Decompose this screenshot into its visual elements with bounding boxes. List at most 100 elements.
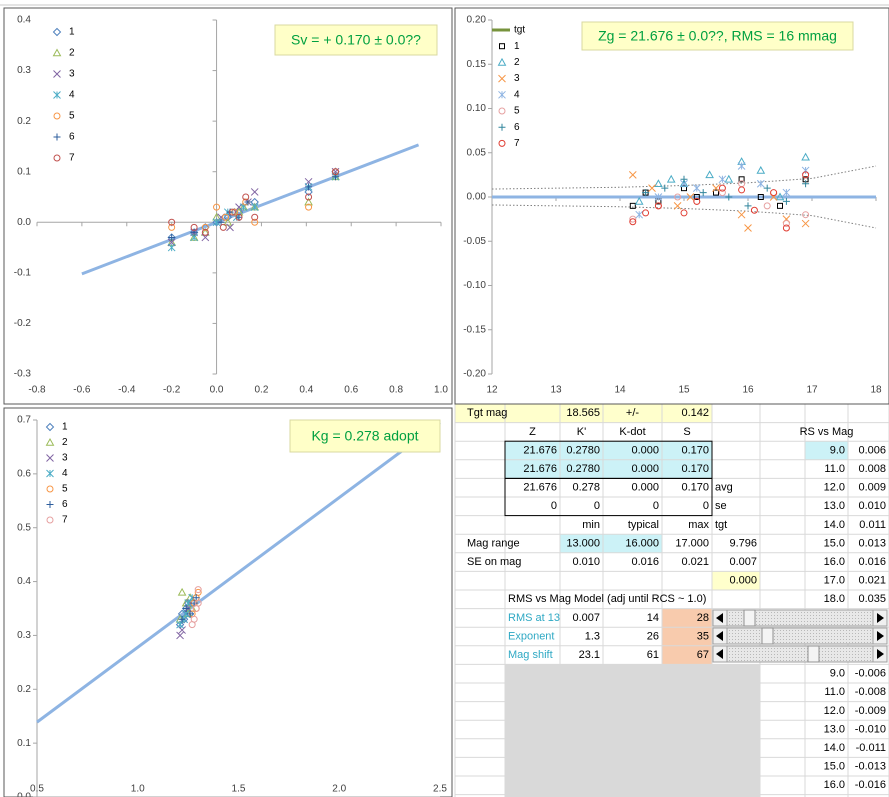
scroll-track[interactable] bbox=[712, 645, 888, 663]
cell-text: 16.0 bbox=[824, 779, 845, 791]
marker bbox=[705, 170, 714, 179]
cell-text: 11.0 bbox=[824, 463, 845, 475]
cell-text: avg bbox=[715, 482, 733, 494]
legend-marker bbox=[46, 501, 54, 508]
cell-text: min bbox=[582, 519, 600, 531]
marker bbox=[201, 233, 210, 242]
legend-marker bbox=[45, 437, 55, 446]
cell-text: 0.035 bbox=[858, 593, 886, 605]
marker bbox=[654, 202, 662, 210]
chart-frame bbox=[3, 407, 453, 797]
scroll-track[interactable] bbox=[712, 609, 888, 627]
legend-label: 6 bbox=[514, 122, 520, 133]
note-box bbox=[581, 21, 854, 51]
marker bbox=[226, 223, 234, 232]
legend-marker bbox=[497, 57, 507, 66]
x-tick-label: 2.5 bbox=[433, 784, 447, 795]
y-tick-label: -0.1 bbox=[14, 267, 32, 278]
cell-text: +/- bbox=[626, 407, 639, 419]
x-tick-label: 15 bbox=[678, 385, 690, 396]
legend-label: 5 bbox=[514, 106, 520, 117]
legend-marker bbox=[498, 139, 506, 147]
y-tick-label: -0.15 bbox=[463, 324, 486, 335]
x-tick-label: 1.5 bbox=[232, 784, 246, 795]
cell-text: K-dot bbox=[619, 426, 645, 438]
legend-marker bbox=[46, 469, 54, 478]
marker bbox=[168, 223, 176, 231]
scroll-thumb[interactable] bbox=[761, 627, 774, 645]
legend-marker bbox=[53, 91, 61, 99]
scroll-thumb[interactable] bbox=[743, 609, 756, 627]
marker bbox=[212, 218, 221, 227]
cell-text: tgt bbox=[715, 519, 727, 531]
cell-text: 13.000 bbox=[566, 537, 600, 549]
marker bbox=[629, 215, 637, 223]
cell-text: 0.000 bbox=[729, 575, 757, 587]
cell-text: 1.3 bbox=[585, 630, 600, 642]
scrollbar[interactable] bbox=[712, 609, 888, 627]
cell-fill bbox=[805, 441, 848, 460]
x-tick-label: 0.8 bbox=[389, 385, 403, 396]
cell-text: 12.0 bbox=[824, 482, 845, 494]
cell-text: Tgt mag bbox=[467, 407, 507, 419]
cell-text: -0.016 bbox=[855, 779, 886, 791]
cell-text: 12.0 bbox=[824, 705, 845, 717]
y-tick-label: -0.05 bbox=[463, 236, 486, 247]
marker bbox=[763, 202, 771, 210]
y-tick-label: 0.3 bbox=[17, 65, 31, 76]
legend-marker bbox=[52, 27, 62, 37]
x-tick-label: 17 bbox=[806, 385, 818, 396]
chart: 0.70.60.50.40.30.20.10.00.51.01.52.02.51… bbox=[3, 407, 453, 797]
cell-text: -0.010 bbox=[855, 723, 886, 735]
y-tick-label: 0.1 bbox=[17, 166, 31, 177]
x-tick-label: 0.0 bbox=[210, 385, 224, 396]
cell-text: -0.013 bbox=[855, 761, 886, 773]
scrollbar[interactable] bbox=[712, 627, 888, 645]
marker bbox=[190, 599, 198, 607]
cell-text: 16.000 bbox=[625, 537, 659, 549]
cell-text: Mag range bbox=[467, 537, 520, 549]
legend-marker bbox=[46, 516, 54, 524]
cell-text: Z bbox=[529, 426, 536, 438]
legend-label: 3 bbox=[514, 73, 520, 84]
y-tick-label: 0.7 bbox=[17, 415, 31, 426]
cell-text: 15.0 bbox=[824, 761, 845, 773]
marker bbox=[802, 211, 810, 219]
marker bbox=[219, 223, 227, 231]
y-tick-label: 0.5 bbox=[17, 522, 31, 533]
cell-text: 0.006 bbox=[858, 444, 886, 456]
cell-text: 0.000 bbox=[631, 463, 659, 475]
legend-label: 1 bbox=[62, 422, 68, 433]
marker bbox=[212, 218, 221, 227]
cell-text: 13.0 bbox=[824, 723, 845, 735]
marker bbox=[201, 223, 209, 231]
marker bbox=[167, 243, 176, 252]
marker bbox=[194, 586, 202, 594]
arrow bbox=[716, 613, 723, 623]
marker bbox=[629, 202, 636, 209]
marker bbox=[802, 180, 810, 188]
marker bbox=[756, 165, 766, 174]
cell-fill bbox=[455, 404, 712, 423]
table-box bbox=[504, 477, 713, 517]
x-tick-label: -0.4 bbox=[118, 385, 136, 396]
marker bbox=[305, 193, 313, 201]
y-tick-label: 0.0 bbox=[17, 217, 31, 228]
marker bbox=[213, 203, 221, 211]
scroll-thumb[interactable] bbox=[807, 645, 820, 663]
scrollbar[interactable] bbox=[712, 645, 888, 663]
legend-marker bbox=[53, 154, 61, 162]
marker bbox=[693, 197, 701, 205]
marker bbox=[250, 203, 259, 211]
marker bbox=[674, 193, 682, 201]
chart: 0.4 0.3 0.2 0.1 0.0 -0.1 -0.2 -0.3 -0.8 -0.6 -0.4 -… bbox=[3, 7, 453, 405]
cell-text: 0.021 bbox=[858, 575, 886, 587]
chart: 0.20 0.15 0.10 0.05 0.00 -0.05 -0.10 -0.15 -0.20… bbox=[454, 7, 889, 405]
scroll-track[interactable] bbox=[712, 627, 888, 645]
x-tick-label: -0.8 bbox=[28, 385, 46, 396]
scrollbars bbox=[712, 609, 888, 663]
y-tick-label: 0.4 bbox=[17, 15, 31, 26]
legend-marker bbox=[499, 43, 505, 50]
